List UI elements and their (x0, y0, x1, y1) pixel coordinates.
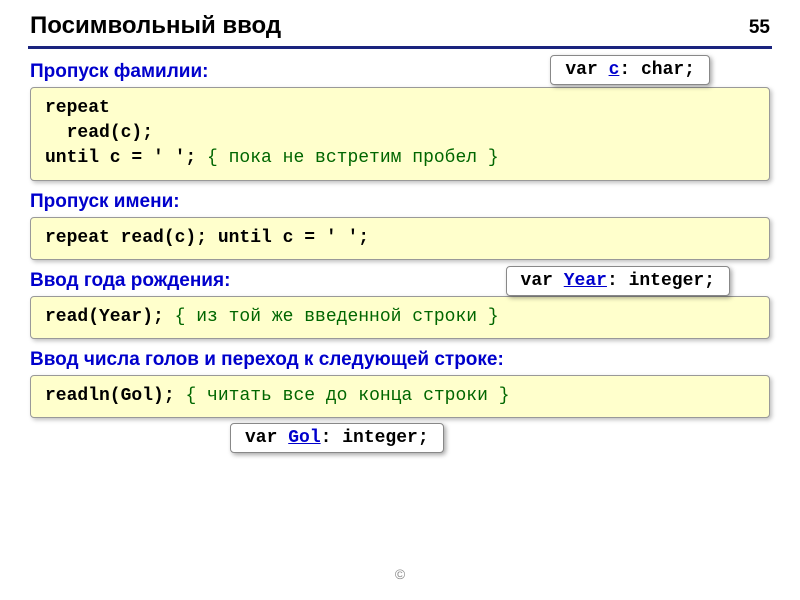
var-suf: : char; (619, 60, 695, 80)
var-pref: var (565, 60, 608, 80)
var-pref: var (245, 428, 288, 448)
page-title: Посимвольный ввод (30, 12, 281, 40)
var-pref: var (521, 271, 564, 291)
var-name-c: c (609, 60, 620, 80)
code-line: until c = ' '; (45, 148, 207, 168)
header-divider (28, 46, 772, 49)
code-comment: { пока не встретим пробел } (207, 148, 499, 168)
var-name-year: Year (564, 271, 607, 291)
code-box-4: readln(Gol); { читать все до конца строк… (30, 375, 770, 418)
row-goals: Ввод числа голов и переход к следующей с… (30, 349, 770, 418)
var-box-year: var Year: integer; (506, 266, 730, 296)
code-box-1: repeat read(c); until c = ' '; { пока не… (30, 87, 770, 181)
label-goals: Ввод числа голов и переход к следующей с… (30, 349, 770, 371)
code-line: repeat (45, 98, 110, 118)
slide-content: Пропуск фамилии: var c: char; repeat rea… (0, 61, 800, 418)
footer-credit: © (395, 566, 405, 582)
row-lastname: Пропуск фамилии: var c: char; repeat rea… (30, 61, 770, 181)
label-firstname: Пропуск имени: (30, 191, 770, 213)
code-line: read(c); (45, 123, 153, 143)
row-firstname: Пропуск имени: repeat read(c); until c =… (30, 191, 770, 260)
var-suf: : integer; (607, 271, 715, 291)
code-line: repeat read(c); until c = ' '; (45, 228, 369, 248)
slide-header: Посимвольный ввод 55 (0, 0, 800, 44)
code-comment: { из той же введенной строки } (175, 307, 499, 327)
var-name-gol: Gol (288, 428, 320, 448)
code-comment: { читать все до конца строки } (185, 386, 509, 406)
code-box-2: repeat read(c); until c = ' '; (30, 217, 770, 260)
code-line: read(Year); (45, 307, 175, 327)
code-line: readln(Gol); (45, 386, 185, 406)
var-box-c: var c: char; (550, 55, 710, 85)
page-number: 55 (749, 17, 770, 39)
code-box-3: read(Year); { из той же введенной строки… (30, 296, 770, 339)
var-box-gol: var Gol: integer; (230, 423, 444, 453)
row-birthyear: Ввод года рождения: var Year: integer; r… (30, 270, 770, 339)
var-suf: : integer; (321, 428, 429, 448)
